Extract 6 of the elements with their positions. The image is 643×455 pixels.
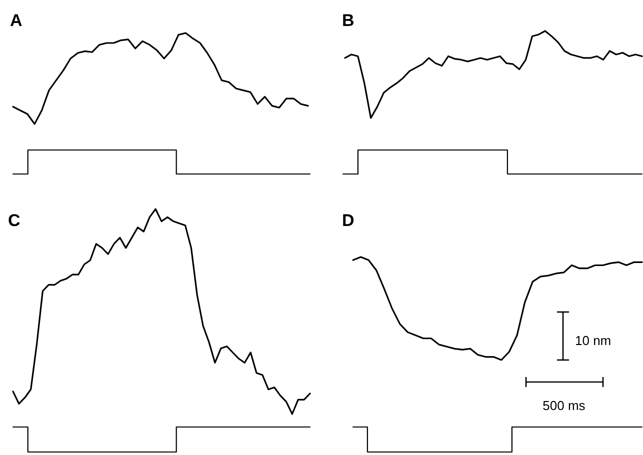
chart-title: A <box>10 11 22 30</box>
chart-title: B <box>342 11 354 30</box>
annotation: 10 nm <box>575 333 612 348</box>
chart-title: C <box>8 211 20 230</box>
chart-title: D <box>342 211 354 230</box>
text: 500 ms <box>542 398 586 413</box>
